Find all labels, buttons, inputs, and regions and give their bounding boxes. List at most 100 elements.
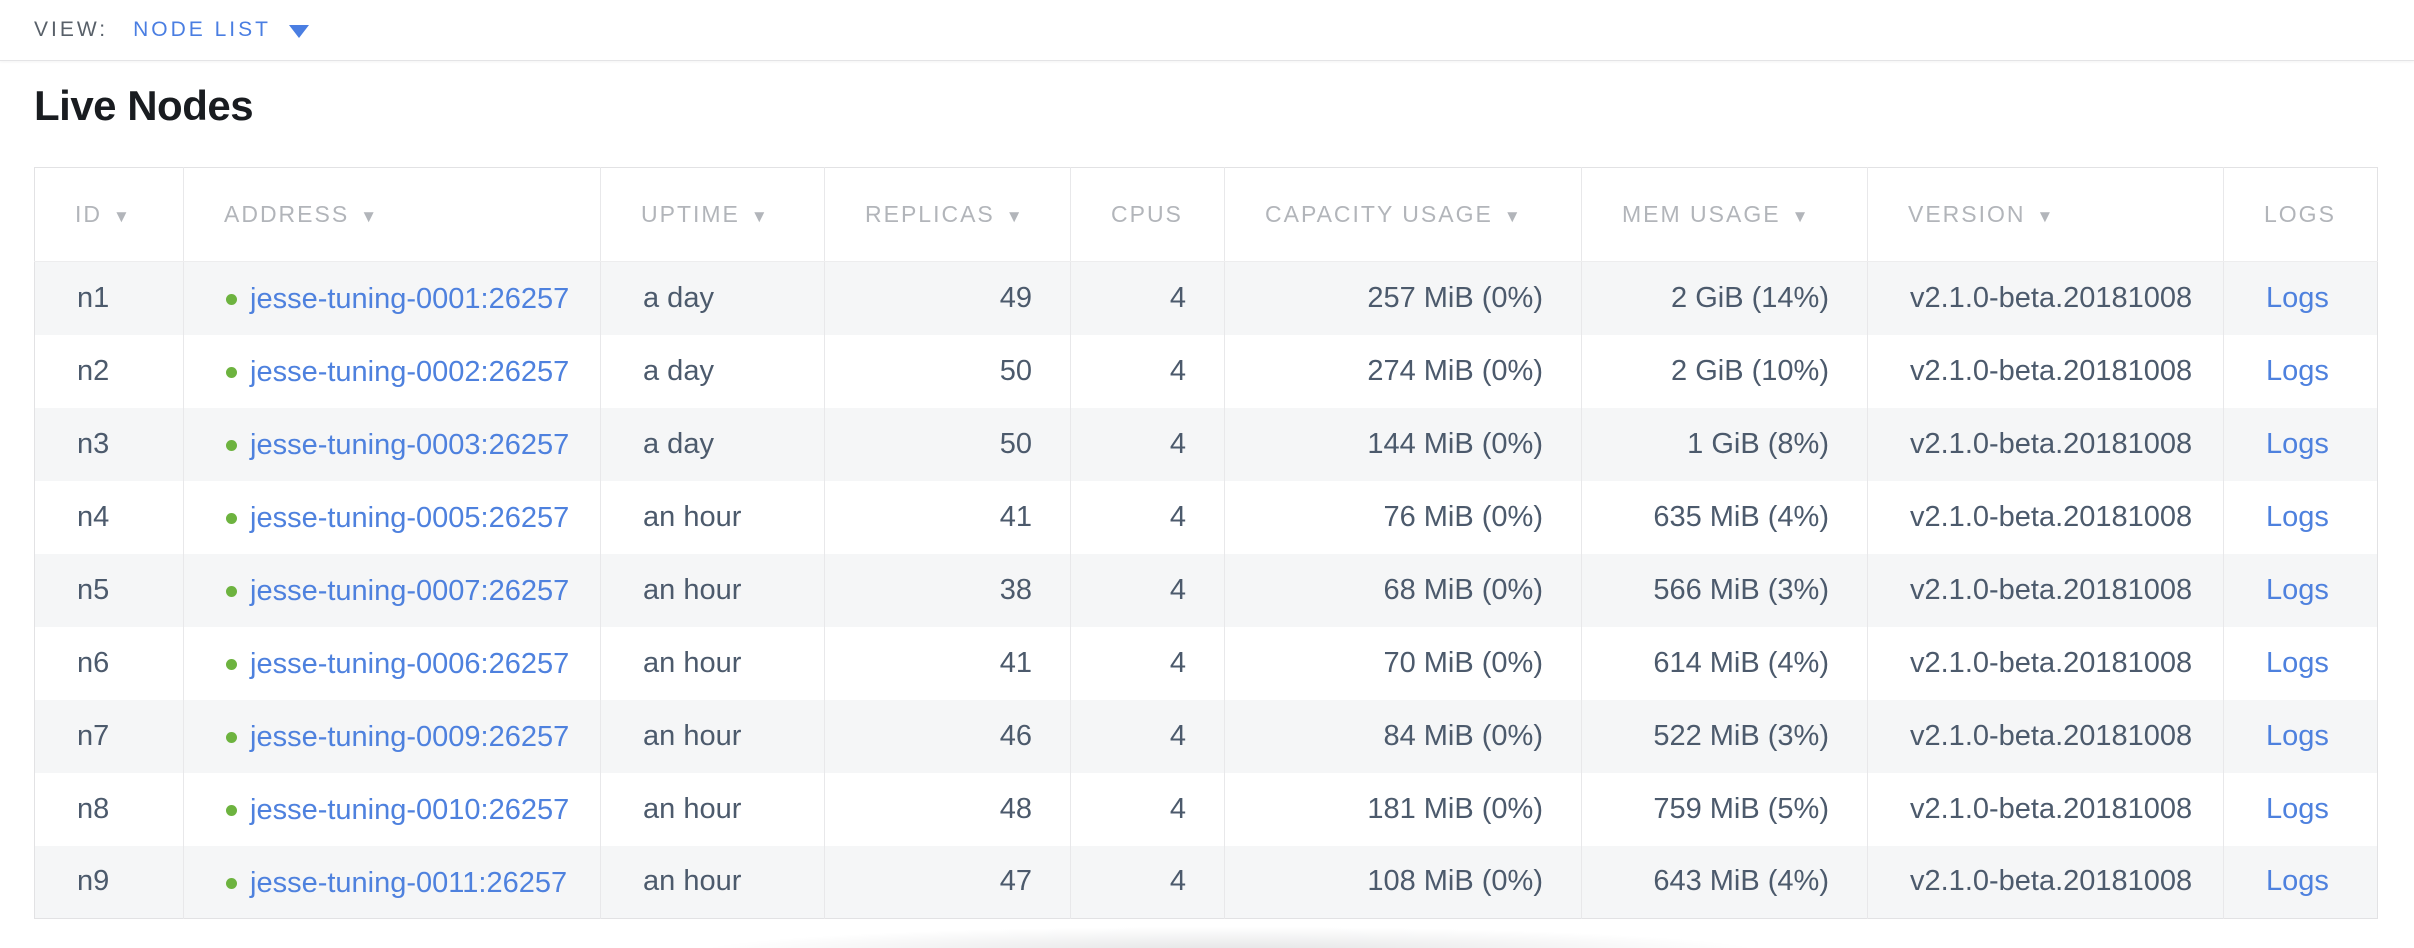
node-replicas-cell: 50 [824,407,1071,481]
node-version-cell: v2.1.0-beta.20181008 [1867,699,2224,773]
node-cpus-cell: 4 [1070,334,1225,408]
node-address-cell: jesse-tuning-0007:26257 [183,553,601,627]
node-cpus-cell: 4 [1070,699,1225,773]
node-address-label: jesse-tuning-0011:26257 [250,866,568,899]
table-header: ID ▼ ADDRESS ▼ UPTIME ▼ REPLICAS ▼ CPUS CAPACITY … [34,167,2378,262]
column-header-address[interactable]: ADDRESS ▼ [183,167,601,262]
table-row: n4 jesse-tuning-0005:26257 an hour 41 4 76 Mi… [35,480,2378,554]
node-uptime-cell: an hour [600,699,825,773]
node-address-cell: jesse-tuning-0003:26257 [183,407,601,481]
table-row: n2 jesse-tuning-0002:26257 a day 50 4 274 MiB… [35,334,2378,408]
node-replicas-cell: 49 [824,261,1071,335]
node-replicas-cell: 48 [824,772,1071,846]
table-header-row: ID ▼ ADDRESS ▼ UPTIME ▼ REPLICAS ▼ CPUS CAPACITY … [34,167,2378,262]
sort-descending-icon: ▼ [1503,207,1523,226]
node-address-link[interactable]: jesse-tuning-0003:26257 [226,429,569,462]
node-mem-usage-cell: 566 MiB (3%) [1581,553,1868,627]
logs-link[interactable]: Logs [2266,646,2329,679]
column-header-label: MEM USAGE [1622,201,1781,227]
node-version-cell: v2.1.0-beta.20181008 [1867,772,2224,846]
node-address-label: jesse-tuning-0007:26257 [250,575,570,607]
node-address-link[interactable]: jesse-tuning-0007:26257 [226,575,569,608]
node-version-cell: v2.1.0-beta.20181008 [1867,407,2224,481]
node-address-label: jesse-tuning-0002:26257 [250,356,570,388]
live-nodes-table: ID ▼ ADDRESS ▼ UPTIME ▼ REPLICAS ▼ CPUS CAPACITY … [34,167,2378,919]
column-header-uptime[interactable]: UPTIME ▼ [600,167,825,262]
node-capacity-usage-cell: 144 MiB (0%) [1224,407,1582,481]
node-id-cell: n5 [77,573,110,606]
node-capacity-usage-cell: 181 MiB (0%) [1224,772,1582,846]
node-address-label: jesse-tuning-0010:26257 [250,794,570,826]
node-address-link[interactable]: jesse-tuning-0002:26257 [226,356,569,389]
sort-descending-icon: ▼ [750,207,770,226]
node-address-cell: jesse-tuning-0006:26257 [183,626,601,700]
node-cpus-cell: 4 [1070,407,1225,481]
node-cpus-cell: 4 [1070,480,1225,554]
column-header-label: ID [75,201,102,227]
table-row: n6 jesse-tuning-0006:26257 an hour 41 4 70 Mi… [35,626,2378,700]
node-cpus-cell: 4 [1070,626,1225,700]
node-address-cell: jesse-tuning-0010:26257 [183,772,601,846]
node-address-link[interactable]: jesse-tuning-0001:26257 [226,283,569,316]
node-address-cell: jesse-tuning-0001:26257 [183,261,601,335]
node-cpus-cell: 4 [1070,553,1225,627]
logs-link[interactable]: Logs [2266,427,2329,460]
column-header-label: REPLICAS [865,201,995,227]
logs-link[interactable]: Logs [2266,792,2329,825]
caret-down-icon [288,24,309,38]
node-capacity-usage-cell: 84 MiB (0%) [1224,699,1582,773]
node-address-link[interactable]: jesse-tuning-0009:26257 [226,721,569,754]
node-address-link[interactable]: jesse-tuning-0011:26257 [226,867,567,900]
logs-link[interactable]: Logs [2266,500,2329,533]
node-status-icon [226,367,237,378]
node-replicas-cell: 46 [824,699,1071,773]
node-mem-usage-cell: 1 GiB (8%) [1581,407,1868,481]
below-fold-shadow [470,922,1990,948]
node-address-cell: jesse-tuning-0002:26257 [183,334,601,408]
node-status-icon [226,732,237,743]
column-header-label: UPTIME [641,201,740,227]
column-header-id[interactable]: ID ▼ [34,167,184,262]
logs-link[interactable]: Logs [2266,354,2329,387]
node-status-icon [226,877,237,889]
logs-link[interactable]: Logs [2266,281,2329,314]
sort-descending-icon: ▼ [113,207,132,226]
sort-descending-icon: ▼ [2036,207,2056,226]
column-header-replicas[interactable]: REPLICAS ▼ [824,167,1071,262]
node-logs-cell: Logs [2223,407,2378,481]
node-id-cell: n6 [77,646,110,679]
column-header-capacity_usage[interactable]: CAPACITY USAGE ▼ [1224,167,1582,262]
view-label: VIEW: [34,18,109,41]
node-capacity-usage-cell: 70 MiB (0%) [1224,626,1582,700]
view-bar: VIEW: NODE LIST [0,0,2414,61]
node-logs-cell: Logs [2223,626,2378,700]
node-cpus-cell: 4 [1070,845,1225,919]
column-header-logs: LOGS [2223,167,2378,262]
node-status-icon [226,659,237,670]
node-mem-usage-cell: 522 MiB (3%) [1581,699,1868,773]
node-status-icon [226,294,237,306]
node-address-link[interactable]: jesse-tuning-0005:26257 [226,502,569,535]
sort-descending-icon: ▼ [1791,207,1811,226]
node-replicas-cell: 50 [824,334,1071,408]
node-uptime-cell: an hour [600,553,825,627]
node-address-link[interactable]: jesse-tuning-0010:26257 [226,794,569,827]
node-replicas-cell: 41 [824,626,1071,700]
node-address-cell: jesse-tuning-0011:26257 [183,845,601,919]
node-address-label: jesse-tuning-0001:26257 [250,283,570,316]
node-mem-usage-cell: 614 MiB (4%) [1581,626,1868,700]
node-version-cell: v2.1.0-beta.20181008 [1867,845,2224,919]
table-row: n7 jesse-tuning-0009:26257 an hour 46 4 84 Mi… [34,699,2378,773]
logs-link[interactable]: Logs [2266,573,2329,606]
node-address-link[interactable]: jesse-tuning-0006:26257 [226,648,569,681]
logs-link[interactable]: Logs [2266,865,2329,898]
node-uptime-cell: a day [600,261,825,335]
column-header-mem_usage[interactable]: MEM USAGE ▼ [1581,167,1868,262]
view-selector-dropdown[interactable]: NODE LIST [133,18,309,42]
logs-link[interactable]: Logs [2266,719,2329,752]
column-header-version[interactable]: VERSION ▼ [1867,167,2224,262]
node-mem-usage-cell: 643 MiB (4%) [1581,845,1868,919]
column-header-label: VERSION [1908,201,2026,227]
node-uptime-cell: a day [600,334,825,408]
